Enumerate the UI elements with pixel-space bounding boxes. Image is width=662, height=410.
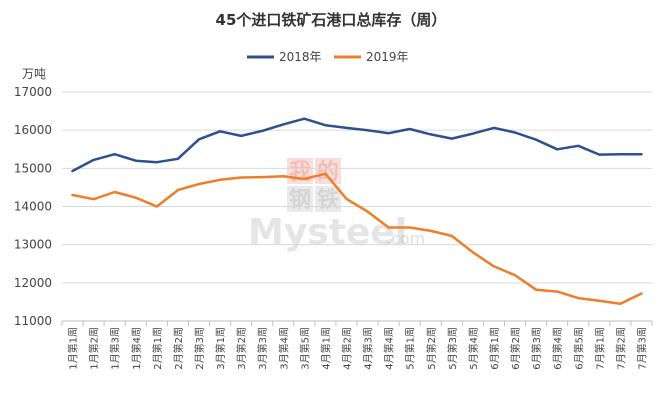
y-tick-label: 16000 [14,123,52,137]
x-tick-label: 4月第1周 [319,327,332,370]
x-tick-label: 7月第3周 [635,327,648,370]
watermark-domain: .com [386,229,425,248]
x-tick-label: 1月第2周 [88,327,101,370]
watermark-brand: Mysteel [248,212,407,253]
x-tick-label: 4月第2周 [340,327,353,370]
series-line-1 [71,172,643,306]
x-tick-label: 3月第5周 [298,327,311,370]
x-tick-label: 3月第1周 [214,327,227,370]
x-tick-label: 6月第3周 [530,327,543,370]
x-tick-label: 3月第2周 [235,327,248,370]
x-tick-label: 3月第3周 [256,327,269,370]
x-tick-label: 2月第3周 [193,327,206,370]
x-tick-label: 7月第1周 [593,327,606,370]
gridlines [62,91,652,284]
svg-text:我: 我 [289,160,311,185]
x-tick-label: 2月第1周 [151,327,164,370]
x-tick-label: 4月第3周 [362,327,375,370]
x-tick-label: 6月第4周 [551,327,564,370]
y-tick-label: 13000 [14,238,52,252]
x-tick-label: 1月第4周 [130,327,143,370]
y-unit-label: 万吨 [22,67,46,81]
y-axis-ticks: 11000 12000 13000 14000 15000 16000 17000 [14,85,52,328]
x-axis-ticks: 1月第1周 1月第2周 1月第3周 1月第4周 2月第1周 2月第2周 2月第3周 3月第1周… [61,321,653,370]
y-tick-label: 12000 [14,276,52,290]
legend: 2018年 2019年 [247,50,409,64]
x-tick-label: 6月第1周 [488,327,501,370]
x-tick-label: 6月第5周 [572,327,585,370]
x-tick-label: 5月第1周 [404,327,417,370]
chart-title: 45个进口铁矿石港口总库存（周） [216,11,447,29]
y-tick-label: 17000 [14,85,52,99]
legend-label-2018: 2018年 [279,50,322,64]
x-tick-label: 2月第2周 [172,327,185,370]
svg-text:铁: 铁 [317,187,339,213]
x-tick-label: 5月第4周 [467,327,480,370]
series-lines [71,117,643,306]
y-tick-label: 15000 [14,161,52,175]
y-tick-label: 14000 [14,200,52,214]
x-tick-label: 3月第4周 [277,327,290,370]
svg-text:的: 的 [317,159,339,185]
x-tick-label: 1月第1周 [67,327,80,370]
x-tick-label: 6月第2周 [509,327,522,370]
legend-label-2019: 2019年 [366,50,409,64]
svg-text:钢: 钢 [289,187,311,213]
x-tick-label: 4月第4周 [383,327,396,370]
x-tick-label: 7月第2周 [614,327,627,370]
series-line-0 [71,117,643,173]
x-tick-label: 1月第3周 [109,327,122,370]
x-tick-label: 5月第3周 [446,327,459,370]
y-tick-label: 11000 [14,314,52,328]
x-tick-label: 5月第2周 [425,327,438,370]
